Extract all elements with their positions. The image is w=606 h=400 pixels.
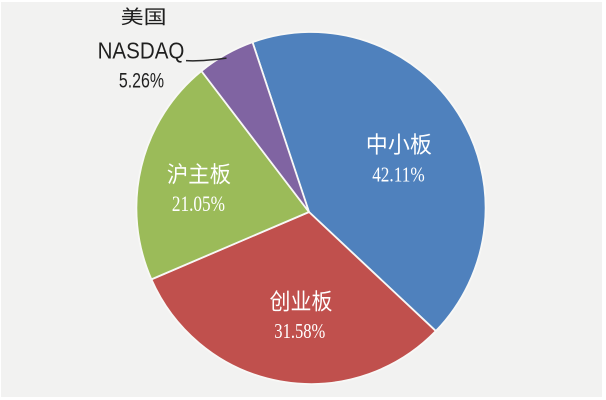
svg-text:31.58%: 31.58%: [274, 320, 325, 343]
svg-text:5.26%: 5.26%: [119, 70, 164, 93]
svg-text:42.11%: 42.11%: [372, 163, 425, 187]
svg-text:21.05%: 21.05%: [172, 191, 225, 216]
svg-text:NASDAQ: NASDAQ: [98, 37, 185, 63]
